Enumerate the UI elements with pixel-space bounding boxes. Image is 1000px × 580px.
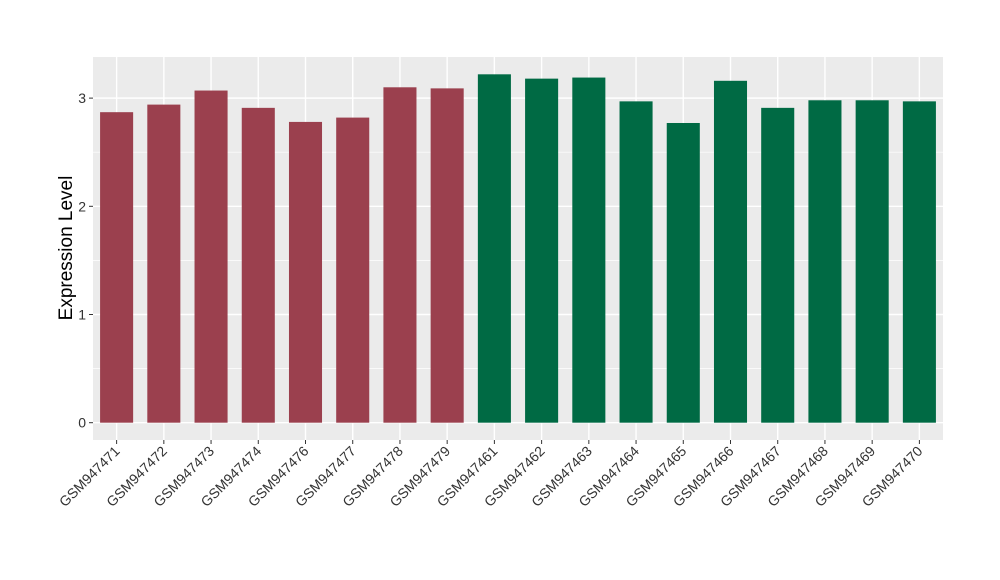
bar bbox=[666, 122, 700, 423]
bar bbox=[477, 74, 511, 423]
y-axis: 0 1 2 3 bbox=[78, 90, 93, 431]
y-tick-label: 0 bbox=[78, 415, 86, 431]
bar bbox=[619, 101, 653, 423]
bar bbox=[194, 90, 228, 423]
x-axis: GSM947471GSM947472GSM947473GSM947474GSM9… bbox=[56, 440, 926, 510]
minor-gridlines bbox=[93, 151, 943, 369]
bar bbox=[430, 88, 464, 423]
bar bbox=[808, 100, 842, 423]
bars bbox=[100, 74, 936, 423]
bar bbox=[147, 104, 181, 423]
y-axis-title: Expression Level bbox=[56, 176, 77, 321]
bar bbox=[713, 80, 748, 423]
y-tick-label: 1 bbox=[78, 306, 86, 322]
bar bbox=[288, 121, 323, 423]
plot-panel bbox=[93, 57, 943, 440]
y-tick-label: 3 bbox=[78, 90, 86, 106]
bar bbox=[761, 107, 795, 423]
bar bbox=[902, 101, 936, 423]
bar bbox=[855, 100, 889, 423]
y-tick-label: 2 bbox=[78, 198, 86, 214]
bar bbox=[100, 112, 134, 423]
bar bbox=[241, 107, 275, 423]
bar bbox=[383, 87, 417, 423]
bar bbox=[336, 117, 370, 423]
bar bbox=[572, 77, 606, 423]
bar bbox=[525, 78, 559, 423]
